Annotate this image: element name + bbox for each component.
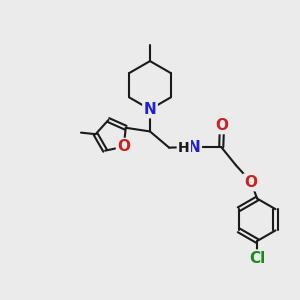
Text: H: H [178,141,190,154]
Text: O: O [215,118,228,133]
Text: Cl: Cl [249,251,265,266]
Text: O: O [117,139,130,154]
Text: N: N [188,140,200,154]
Text: N: N [144,102,156,117]
Text: O: O [244,175,257,190]
